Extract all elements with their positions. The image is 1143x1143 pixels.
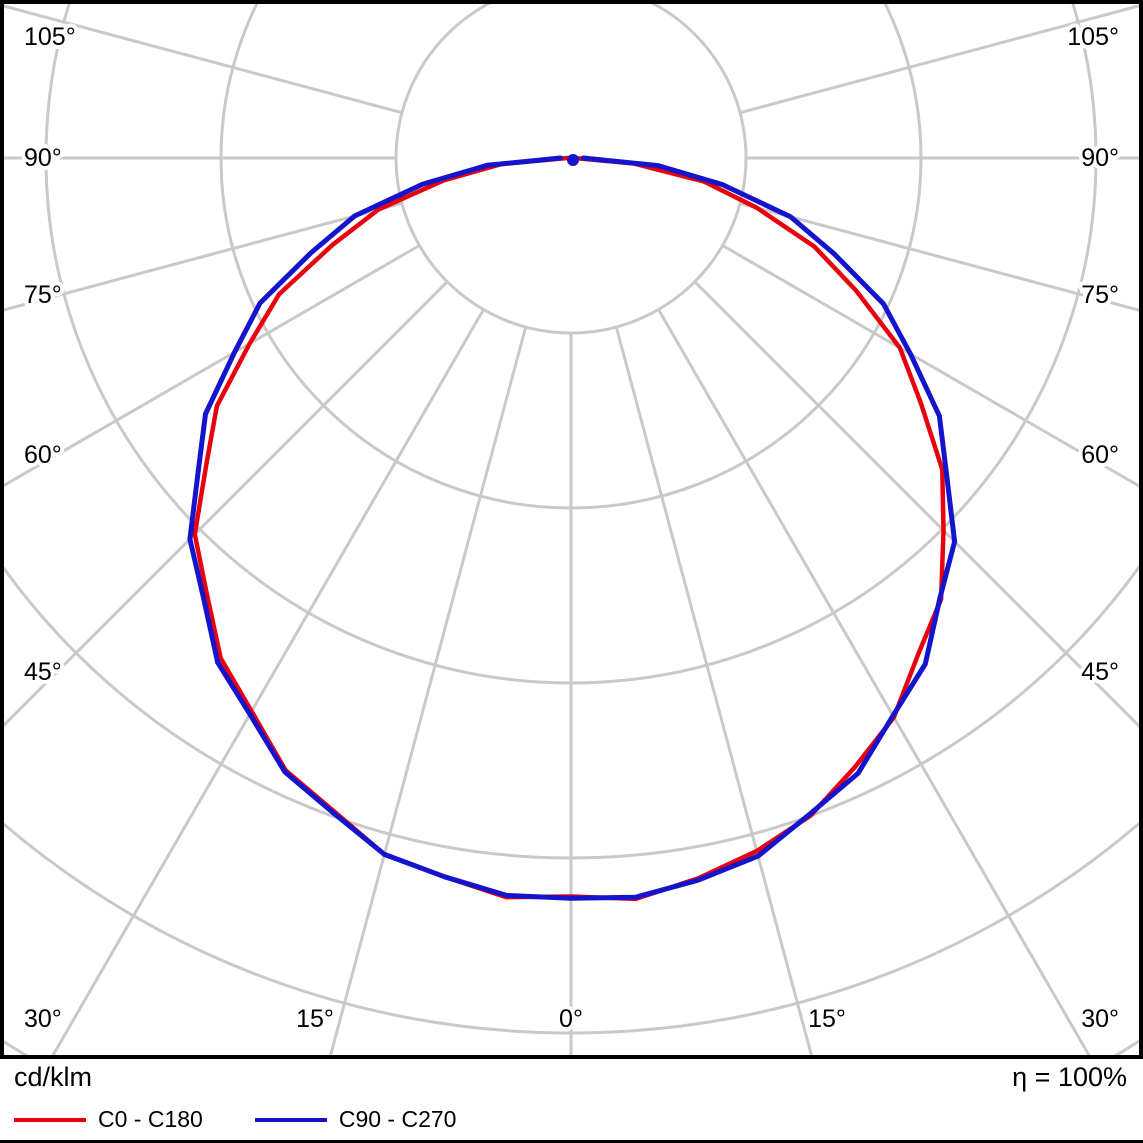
legend-item-c0-c180: C0 - C180	[14, 1106, 203, 1133]
polar-chart-canvas: 0° 15° 15° 30° 30° 45° 45° 60° 60° 75° 75° 90° 90° 10…	[4, 4, 1139, 1055]
angle-labels: 0° 15° 15° 30° 30° 45° 45° 60° 60° 75° 75° 90° 90° 10…	[20, 19, 1123, 1037]
chart-footer: cd/klm η = 100% C0 - C180 C90 - C270	[0, 1059, 1143, 1143]
legend-item-c90-c270: C90 - C270	[254, 1106, 457, 1133]
polar-grid	[4, 4, 1139, 1055]
grid-spoke	[721, 244, 1139, 488]
angle-tick-label: 15°	[296, 1005, 334, 1033]
angle-tick-label: 60°	[1081, 441, 1119, 469]
grid-spoke	[4, 4, 403, 115]
grid-spoke	[329, 326, 528, 1055]
grid-spoke	[614, 326, 813, 1055]
intensity-curves	[187, 155, 958, 902]
grid-ring	[394, 4, 748, 335]
efficiency-label: η = 100%	[1012, 1062, 1127, 1092]
footer-labels-row: cd/klm η = 100%	[0, 1059, 1143, 1093]
grid-spoke	[4, 280, 449, 728]
angle-tick-label: 45°	[1081, 658, 1119, 686]
grid-spoke	[739, 4, 1139, 115]
curve-c90-c270	[187, 155, 958, 901]
angle-tick-label: 60°	[24, 441, 62, 469]
angle-tick-label: 15°	[808, 1005, 846, 1033]
grid-spoke	[51, 308, 485, 1055]
legend: C0 - C180 C90 - C270	[14, 1106, 456, 1133]
angle-tick-label: 45°	[24, 658, 62, 686]
grid-spoke	[4, 201, 403, 312]
grid-spoke	[4, 244, 421, 488]
center-marker	[567, 154, 579, 166]
grid-spoke	[693, 280, 1139, 729]
angle-tick-label: 75°	[24, 281, 62, 309]
angle-tick-label: 75°	[1081, 281, 1119, 309]
angle-tick-label: 30°	[1081, 1005, 1119, 1033]
grid-spoke	[739, 201, 1139, 312]
grid-spoke	[657, 308, 1091, 1055]
angle-tick-label: 30°	[24, 1005, 62, 1033]
angle-tick-label: 105°	[24, 23, 76, 51]
legend-label-c0-c180: C0 - C180	[98, 1106, 203, 1132]
angle-tick-label: 90°	[1081, 144, 1119, 172]
angle-tick-label: 90°	[24, 144, 62, 172]
angle-tick-label: 105°	[1067, 23, 1119, 51]
unit-label: cd/klm	[14, 1062, 93, 1092]
c90-c270-line-swatch	[254, 1117, 327, 1122]
polar-diagram: 0° 15° 15° 30° 30° 45° 45° 60° 60° 75° 75° 90° 90° 10…	[0, 0, 1143, 1059]
c0-c180-line-swatch	[14, 1117, 86, 1122]
angle-tick-label: 0°	[559, 1005, 583, 1033]
legend-label-c90-c270: C90 - C270	[338, 1106, 457, 1132]
